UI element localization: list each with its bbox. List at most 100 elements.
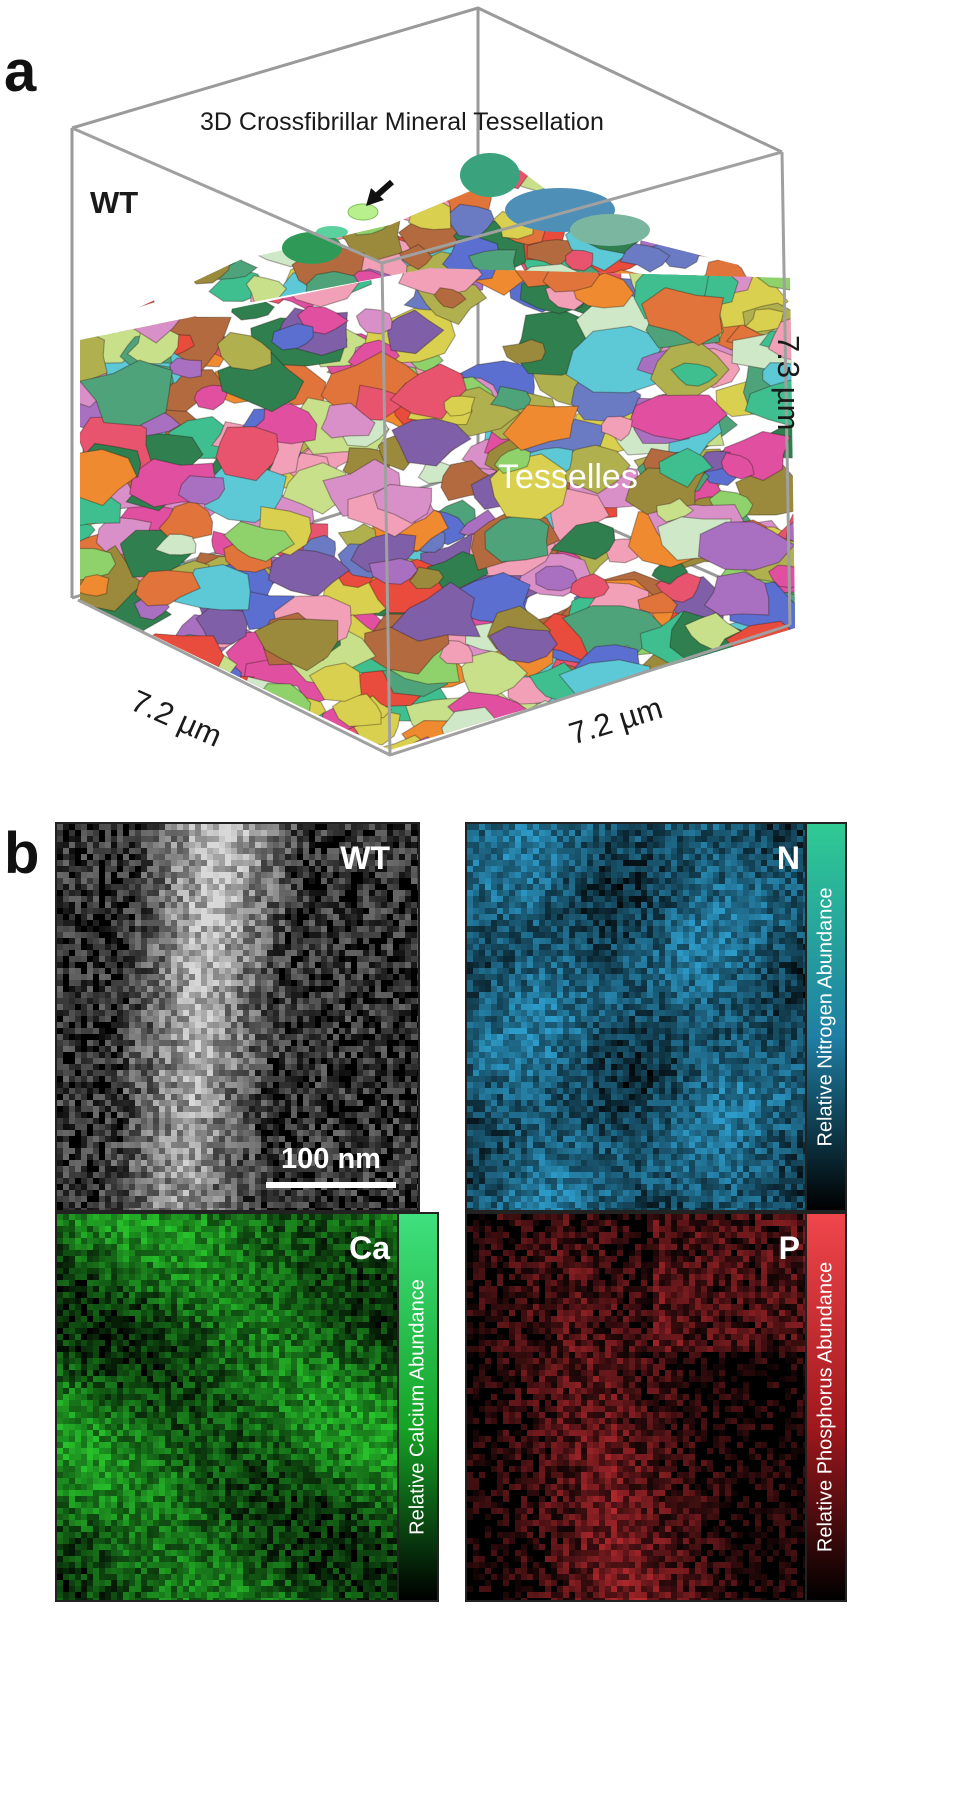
tesselle bbox=[161, 223, 233, 274]
tessellation-render bbox=[70, 6, 795, 777]
tesselle bbox=[256, 728, 315, 750]
phosphorus-colorbar-label: Relative Phosphorus Abundance bbox=[814, 1261, 837, 1553]
tesselle bbox=[270, 170, 327, 192]
tesselle bbox=[224, 170, 287, 204]
tesselle bbox=[102, 264, 155, 309]
tesselle bbox=[80, 633, 129, 670]
tesselle bbox=[222, 749, 271, 750]
tesselle bbox=[92, 273, 144, 310]
tesselle bbox=[569, 573, 610, 599]
tesselle bbox=[158, 500, 214, 541]
tesselle bbox=[126, 325, 180, 365]
panel-b-letter: b bbox=[4, 821, 40, 886]
tesselle bbox=[132, 226, 197, 265]
tesselle bbox=[215, 426, 280, 482]
phosphorus-colorbar: Relative Phosphorus Abundance bbox=[805, 1212, 847, 1602]
highlighted-tesselle bbox=[347, 203, 379, 221]
tesselle bbox=[236, 692, 292, 735]
tesselle bbox=[355, 308, 393, 335]
tesselle bbox=[676, 210, 740, 258]
tesselle bbox=[261, 715, 328, 750]
nitrogen-map-label: N bbox=[776, 840, 800, 876]
calcium-map-label: Ca bbox=[349, 1230, 390, 1266]
bounding-box-front bbox=[71, 126, 792, 757]
tesselle bbox=[354, 384, 406, 421]
tesselle bbox=[210, 170, 288, 189]
tesselle bbox=[657, 195, 736, 243]
tesselle bbox=[535, 565, 578, 592]
dimension-height: 7.3 µm bbox=[771, 335, 806, 431]
nitrogen-map: N bbox=[465, 822, 830, 1212]
tesselle bbox=[153, 270, 201, 300]
panel-a: a bbox=[0, 0, 975, 900]
tesselle bbox=[80, 710, 93, 746]
tesselle bbox=[253, 618, 339, 672]
tesselle bbox=[80, 714, 117, 750]
tesselle bbox=[767, 629, 795, 663]
tesselle bbox=[91, 229, 141, 267]
tesselle bbox=[525, 170, 558, 179]
tesselle bbox=[658, 447, 714, 489]
tesselle bbox=[640, 287, 725, 347]
tesselle bbox=[85, 268, 160, 274]
tesselle bbox=[390, 581, 481, 642]
tesselle bbox=[765, 717, 795, 750]
tesselle bbox=[80, 718, 120, 750]
tesselle bbox=[80, 268, 110, 279]
tesselle bbox=[80, 271, 121, 302]
tesselle bbox=[493, 446, 532, 475]
tesselle bbox=[320, 402, 376, 439]
tesselle bbox=[705, 664, 758, 705]
tesselle bbox=[767, 564, 795, 589]
tesselle bbox=[759, 691, 795, 733]
tesselle bbox=[424, 739, 470, 750]
tesselle bbox=[749, 696, 795, 747]
phosphorus-map-label: P bbox=[778, 1230, 800, 1266]
tesselle bbox=[718, 732, 765, 750]
tesselle bbox=[750, 268, 795, 291]
tesselle bbox=[271, 322, 314, 351]
tesselle bbox=[502, 404, 580, 452]
tesselle bbox=[137, 240, 198, 285]
tesselle bbox=[177, 475, 226, 506]
tesselle bbox=[439, 639, 474, 665]
tesselle bbox=[402, 177, 445, 199]
tesselle bbox=[482, 726, 580, 750]
tesselle bbox=[684, 653, 770, 727]
tesselle bbox=[697, 688, 787, 750]
figure-title: 3D Crossfibrillar Mineral Tessellation bbox=[200, 108, 604, 136]
tesselle bbox=[542, 268, 601, 293]
tesselle bbox=[216, 331, 272, 371]
tesselle bbox=[174, 230, 209, 255]
tesselle bbox=[433, 287, 467, 309]
tesselle bbox=[368, 557, 419, 585]
tesselle bbox=[161, 184, 195, 207]
tesselle bbox=[714, 714, 795, 750]
tesselle bbox=[669, 670, 734, 711]
tesselle bbox=[372, 483, 433, 525]
tesselle bbox=[80, 632, 98, 661]
scale-bar: 100 nm bbox=[266, 1143, 396, 1188]
tesselle bbox=[480, 727, 536, 750]
wt-tem-image: WT 100 nm bbox=[55, 822, 420, 1212]
calcium-colorbar: Relative Calcium Abundance bbox=[397, 1212, 439, 1602]
tesselle bbox=[109, 282, 145, 309]
tesselle bbox=[208, 240, 239, 266]
tesselle bbox=[289, 752, 328, 775]
tesselle bbox=[742, 683, 795, 745]
tesselle bbox=[181, 752, 222, 777]
tesselle bbox=[122, 300, 158, 322]
tesselle bbox=[601, 415, 633, 442]
tesselle bbox=[316, 170, 375, 211]
tesselle bbox=[80, 359, 173, 427]
phosphorus-map: P bbox=[465, 1212, 830, 1602]
tesselle bbox=[195, 606, 253, 645]
tesselle bbox=[308, 662, 363, 703]
tesselle bbox=[688, 714, 741, 743]
tesselle bbox=[173, 193, 229, 227]
tesselle bbox=[501, 338, 546, 365]
tesselle bbox=[383, 170, 439, 199]
tesselle bbox=[331, 693, 382, 728]
tesselle bbox=[193, 384, 228, 411]
tesselle bbox=[695, 200, 752, 244]
